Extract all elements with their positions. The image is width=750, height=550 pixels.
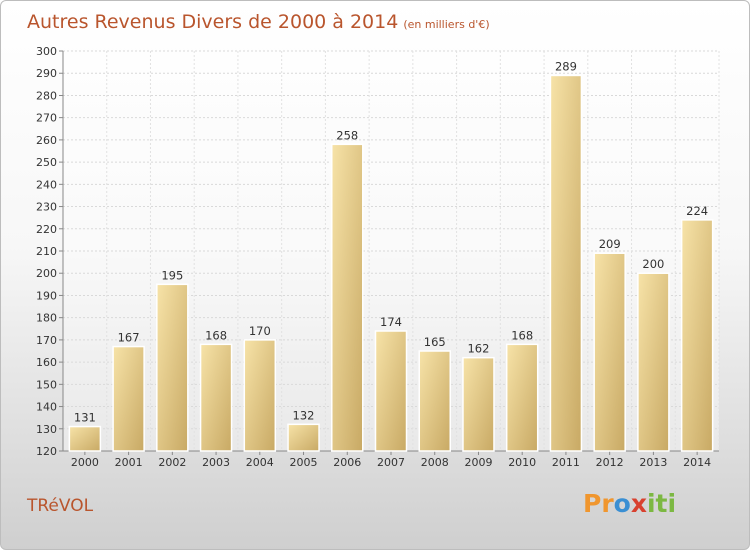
bar-value-label: 195 — [161, 268, 183, 282]
bar — [156, 283, 189, 452]
y-tick-label: 210 — [36, 245, 57, 258]
y-tick-label: 290 — [36, 67, 57, 80]
x-tick-label: 2001 — [115, 456, 143, 469]
bar — [593, 252, 626, 452]
y-tick-label: 270 — [36, 112, 57, 125]
bar — [68, 425, 102, 452]
y-tick-label: 240 — [36, 178, 57, 191]
x-tick-label: 2007 — [377, 456, 405, 469]
bar-value-label: 258 — [336, 128, 358, 142]
x-tick-label: 2003 — [202, 456, 230, 469]
x-tick-label: 2011 — [552, 456, 580, 469]
bar-value-label: 132 — [293, 408, 315, 422]
x-tick-label: 2014 — [683, 456, 711, 469]
bar — [680, 219, 714, 452]
bar — [549, 74, 583, 452]
y-tick-label: 250 — [36, 156, 57, 169]
bar — [199, 343, 233, 452]
bar-value-label: 165 — [424, 335, 446, 349]
bar — [418, 350, 451, 452]
x-tick-label: 2005 — [290, 456, 318, 469]
y-tick-label: 260 — [36, 134, 57, 147]
bar-value-label: 168 — [205, 328, 227, 342]
y-tick-label: 190 — [36, 289, 57, 302]
proxiti-logo[interactable]: Proxiti — [583, 489, 677, 518]
y-tick-label: 130 — [36, 423, 57, 436]
x-tick-label: 2006 — [333, 456, 361, 469]
y-tick-label: 200 — [36, 267, 57, 280]
bar-value-label: 209 — [599, 237, 621, 251]
bar-value-label: 162 — [467, 342, 489, 356]
y-tick-label: 230 — [36, 201, 57, 214]
bar-value-label: 168 — [511, 328, 533, 342]
bar — [637, 272, 670, 452]
bar-value-label: 200 — [642, 257, 664, 271]
y-tick-label: 300 — [36, 45, 57, 58]
bar — [374, 330, 408, 452]
y-tick-label: 220 — [36, 223, 57, 236]
bar-value-label: 224 — [686, 204, 708, 218]
y-tick-label: 280 — [36, 89, 57, 102]
x-tick-label: 2012 — [596, 456, 624, 469]
y-tick-label: 140 — [36, 401, 57, 414]
x-tick-label: 2010 — [508, 456, 536, 469]
commune-name: TRéVOL — [27, 496, 94, 516]
bar — [462, 356, 495, 452]
chart-title-block: Autres Revenus Divers de 2000 à 2014 (en … — [27, 11, 490, 33]
x-tick-label: 2009 — [464, 456, 492, 469]
x-tick-label: 2004 — [246, 456, 274, 469]
x-tick-label: 2013 — [639, 456, 667, 469]
bar — [287, 423, 320, 452]
y-tick-label: 160 — [36, 356, 57, 369]
bar-value-label: 170 — [249, 324, 271, 338]
y-tick-label: 180 — [36, 312, 57, 325]
bar — [112, 345, 145, 452]
y-tick-label: 120 — [36, 445, 57, 458]
bar — [331, 143, 364, 452]
bar-value-label: 131 — [74, 411, 96, 425]
bar — [243, 339, 277, 452]
y-tick-label: 150 — [36, 378, 57, 391]
y-tick-label: 170 — [36, 334, 57, 347]
bar — [505, 343, 539, 452]
chart-subtitle: (en milliers d'€) — [403, 18, 490, 31]
x-tick-label: 2008 — [421, 456, 449, 469]
x-tick-label: 2000 — [71, 456, 99, 469]
bar-value-label: 167 — [118, 331, 140, 345]
chart-title: Autres Revenus Divers de 2000 à 2014 — [27, 11, 399, 33]
bar-value-label: 174 — [380, 315, 402, 329]
x-tick-label: 2002 — [158, 456, 186, 469]
bar-value-label: 289 — [555, 59, 577, 73]
